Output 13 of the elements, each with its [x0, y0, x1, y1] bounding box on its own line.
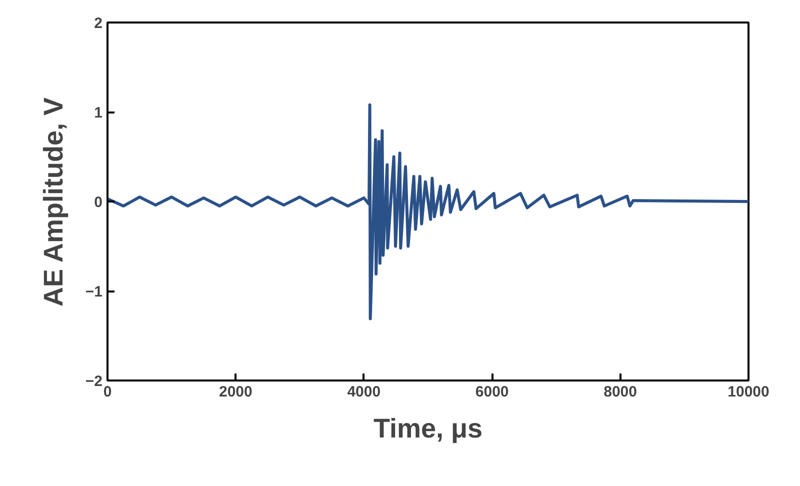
x-tick-label: 2000: [219, 384, 252, 400]
y-tick-label: 0: [94, 194, 102, 211]
x-tick-label: 8000: [604, 384, 637, 400]
x-tick-label: 4000: [347, 384, 381, 400]
y-tick-label: 2: [94, 15, 102, 32]
y-tick-label: −2: [85, 373, 103, 390]
x-tick-label: 10000: [728, 384, 770, 400]
y-axis-title: AE Amplitude, V: [38, 97, 68, 307]
x-axis-title: Time, μs: [373, 414, 483, 444]
y-tick-label: 1: [94, 104, 102, 122]
x-tick-label: 6000: [475, 384, 509, 400]
line-series: [108, 103, 748, 320]
y-tick-label: −1: [85, 284, 103, 300]
